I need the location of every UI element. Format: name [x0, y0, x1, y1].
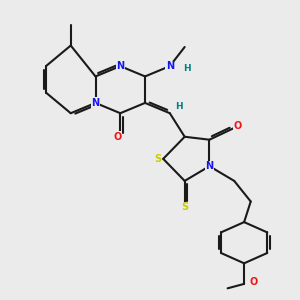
Text: N: N — [92, 98, 100, 108]
Text: N: N — [166, 61, 174, 71]
Text: O: O — [113, 132, 122, 142]
Text: N: N — [206, 161, 214, 171]
Text: S: S — [181, 202, 188, 212]
Text: N: N — [116, 61, 124, 71]
Text: O: O — [233, 121, 242, 130]
Text: S: S — [155, 154, 162, 164]
Text: H: H — [175, 102, 183, 111]
Text: O: O — [250, 278, 258, 287]
Text: H: H — [183, 64, 191, 73]
